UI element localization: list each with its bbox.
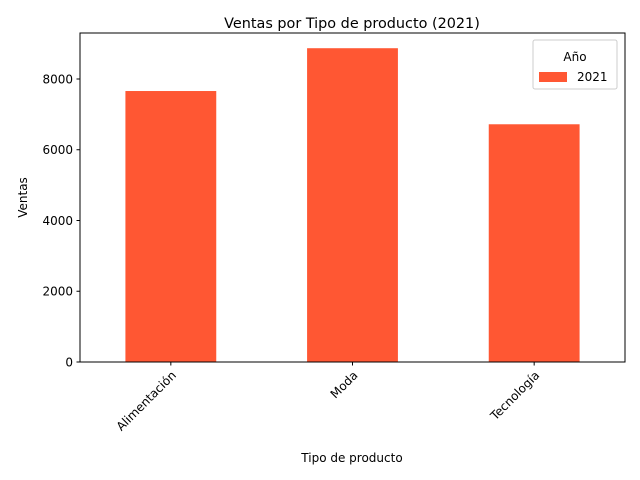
x-tick-label: Tecnología: [487, 368, 542, 423]
y-axis: 0 2000 4000 6000 8000: [42, 72, 80, 370]
legend-swatch: [539, 72, 567, 82]
y-tick-label: 4000: [42, 214, 73, 228]
x-axis: Alimentación Moda Tecnología: [114, 362, 542, 434]
legend-series-label: 2021: [577, 70, 608, 84]
y-tick-label: 8000: [42, 72, 73, 86]
bar-2: [488, 124, 580, 362]
plot-area: [79, 32, 626, 363]
y-tick-label: 6000: [42, 143, 73, 157]
y-tick-label: 2000: [42, 285, 73, 299]
legend: Año 2021: [532, 39, 618, 90]
y-tick-label: 0: [65, 356, 73, 370]
x-tick-label: Alimentación: [114, 368, 179, 433]
legend-title: Año: [563, 50, 586, 64]
bar-1: [307, 48, 398, 363]
x-tick-label: Moda: [328, 368, 361, 401]
y-axis-label: Ventas: [16, 177, 30, 218]
chart-title: Ventas por Tipo de producto (2021): [224, 16, 480, 32]
x-axis-label: Tipo de producto: [300, 451, 402, 465]
bar-0: [125, 91, 217, 362]
bars: [125, 48, 580, 363]
